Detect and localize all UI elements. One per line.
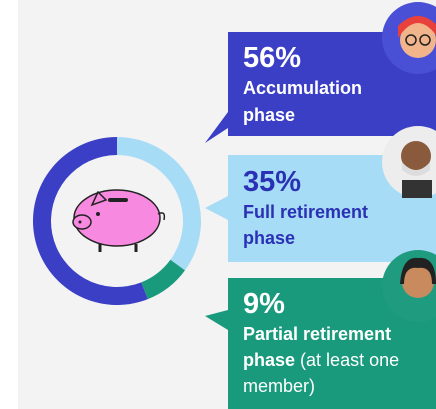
callouts <box>205 32 436 409</box>
callout-text: 56% Accumulation phase <box>243 41 413 129</box>
avatars <box>382 2 436 322</box>
donut <box>33 137 201 305</box>
category-label: Accumulation phase <box>243 78 363 125</box>
percent-label: 56% <box>243 42 302 74</box>
donut-segment <box>141 259 185 300</box>
category-label: Partial retirement phase <box>243 324 392 370</box>
piggy-bank <box>72 189 166 252</box>
callout-box <box>205 278 436 409</box>
callout-text: 9% Partial retirement phase (at least on… <box>243 287 413 399</box>
donut-segment <box>117 137 201 271</box>
donut-segment <box>33 137 148 305</box>
callout-text: 35% Full retirement phase <box>243 165 413 251</box>
percent-label: 35% <box>243 166 302 198</box>
category-label: Full retirement phase <box>243 202 369 248</box>
callout-box <box>205 155 436 262</box>
callout-box <box>205 32 436 143</box>
percent-label: 9% <box>243 288 285 320</box>
annotation: (at least one member) <box>243 350 400 396</box>
category-label-wrap: Partial retirement phase (at least one m… <box>243 321 413 399</box>
